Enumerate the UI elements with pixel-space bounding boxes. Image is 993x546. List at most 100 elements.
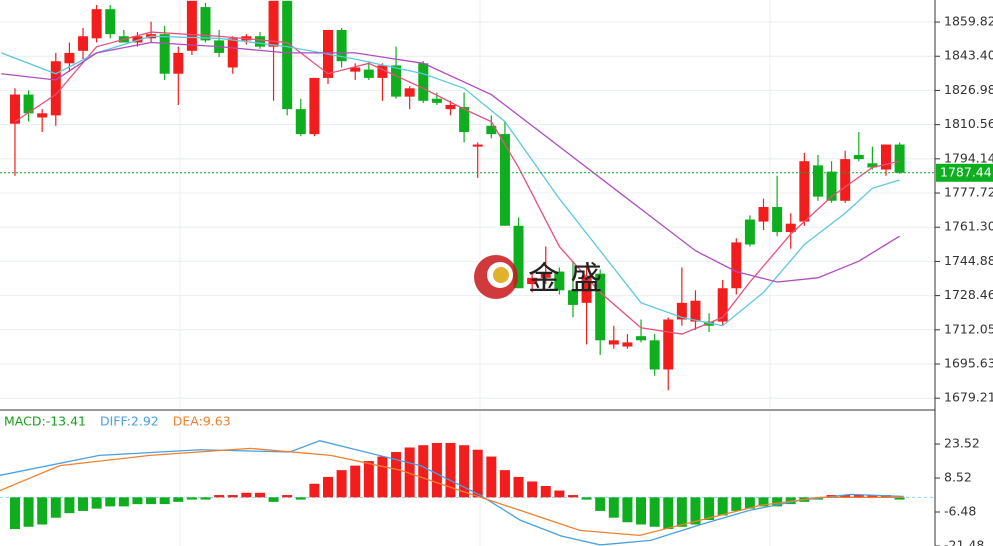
macd-bar (391, 452, 402, 498)
macd-bar (758, 497, 769, 507)
macd-bar (159, 497, 170, 505)
macd-bar (268, 497, 279, 502)
macd-bar (527, 481, 538, 498)
y-tick-label: 8.52 (944, 470, 972, 485)
macd-bar (37, 497, 48, 525)
y-tick-label: 1843.40 (944, 48, 993, 63)
candle-body (649, 340, 660, 370)
macd-bar (254, 492, 265, 498)
candle-body (9, 94, 20, 124)
candle-body (772, 207, 783, 233)
candle-body (363, 69, 374, 78)
candle-body (431, 98, 442, 103)
macd-bar (499, 470, 510, 498)
macd-bar (118, 497, 129, 507)
last-price-label: 1787.44 (940, 164, 992, 179)
macd-bar (595, 497, 606, 511)
macd-bar (78, 497, 89, 511)
candle-body (459, 107, 470, 133)
macd-bar (322, 476, 333, 498)
candle-body (867, 163, 878, 168)
macd-bar (404, 447, 415, 498)
candle-body (37, 113, 48, 118)
macd-bar (214, 495, 225, 498)
candle-body (486, 125, 497, 135)
ma-line (1, 35, 900, 327)
candle-body (567, 290, 578, 305)
macd-bar (227, 495, 238, 498)
y-tick-label: 1810.56 (944, 116, 993, 131)
candle-body (513, 225, 524, 289)
macd-bar (690, 497, 701, 525)
candle-body (744, 219, 755, 245)
macd-bar (459, 445, 470, 498)
y-tick-label: -21.48 (944, 538, 984, 546)
macd-bar (186, 497, 197, 500)
candle-body (227, 38, 238, 68)
macd-bar (717, 497, 728, 516)
macd-bar (377, 456, 388, 498)
y-tick-label: 1679.21 (944, 390, 993, 405)
candle-body (581, 275, 592, 303)
macd-bar (636, 497, 647, 525)
indicator-label: DEA: (173, 414, 203, 429)
macd-bar (731, 497, 742, 511)
candle-body (445, 104, 456, 110)
candle-body (812, 165, 823, 197)
macd-bar (867, 495, 878, 498)
macd-bar (91, 497, 102, 509)
candle-body (881, 144, 892, 170)
candle-body (799, 161, 810, 222)
candle-body (91, 9, 102, 39)
macd-bar (840, 495, 851, 498)
macd-bar (9, 497, 20, 530)
ma-line (14, 31, 900, 335)
candle-body (404, 88, 415, 97)
macd-bar (513, 476, 524, 498)
macd-bar (567, 495, 578, 498)
macd-bar (554, 490, 565, 498)
macd-bar (853, 495, 864, 498)
y-tick-label: 1859.82 (944, 14, 993, 29)
candle-body (608, 340, 619, 345)
candle-body (472, 144, 483, 147)
candle-body (636, 336, 647, 341)
macd-bar (173, 497, 184, 502)
candle-body (268, 0, 279, 47)
candle-body (50, 61, 61, 116)
macd-bar (445, 442, 456, 498)
candle-body (622, 342, 633, 347)
candle-body (785, 223, 796, 233)
candle-body (377, 65, 388, 78)
macd-bar (336, 470, 347, 498)
macd-bar (282, 495, 293, 498)
candle-body (78, 36, 89, 51)
macd-bar (772, 497, 783, 507)
candle-body (159, 34, 170, 74)
candle-body (840, 159, 851, 201)
macd-bar (200, 497, 211, 500)
ma-line (1, 41, 900, 283)
macd-bar (146, 497, 157, 505)
y-tick-label: 1777.72 (944, 185, 993, 200)
candle-body (23, 94, 34, 114)
macd-bar (649, 497, 660, 527)
candle-body (731, 242, 742, 289)
candle-body (254, 36, 265, 47)
y-tick-label: 1695.63 (944, 355, 993, 370)
candle-body (717, 288, 728, 322)
macd-bar (295, 497, 306, 500)
last-price-box (936, 163, 993, 182)
candle-body (391, 65, 402, 97)
candle-body (282, 0, 293, 110)
macd-bar (540, 486, 551, 498)
macd-bar (350, 465, 361, 498)
macd-bar (309, 483, 320, 498)
macd-bar (472, 449, 483, 498)
y-tick-label: 1712.05 (944, 321, 993, 336)
candle-body (853, 154, 864, 160)
macd-bar (50, 497, 61, 518)
y-tick-label: 1794.14 (944, 150, 993, 165)
macd-bar (105, 497, 116, 507)
